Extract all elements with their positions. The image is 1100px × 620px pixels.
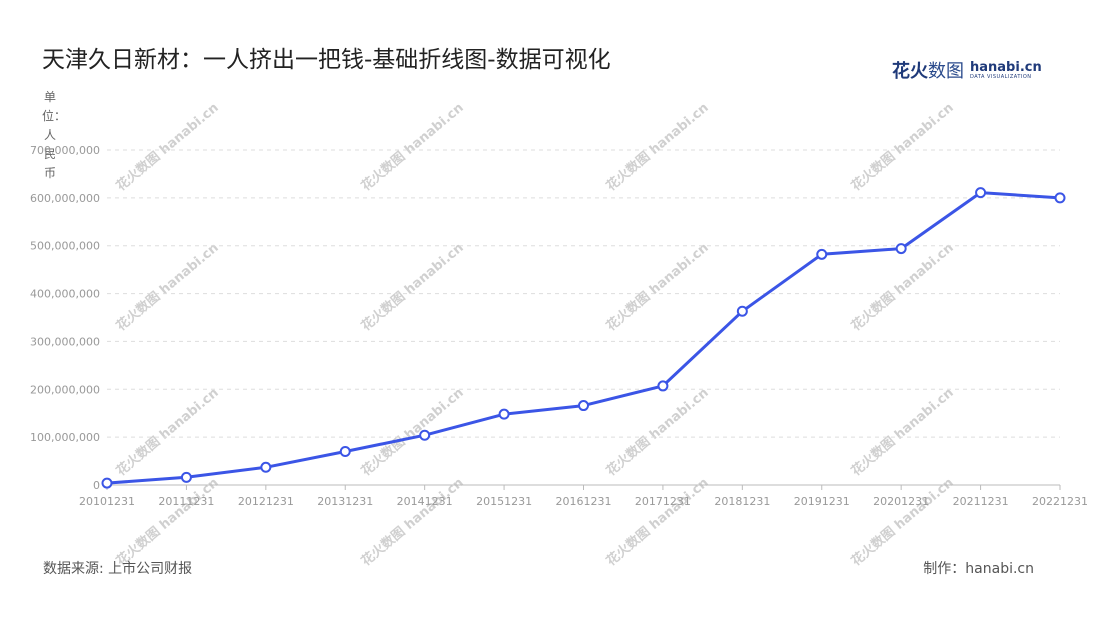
series-line <box>106 191 1061 485</box>
watermark: 花火数图 hanabi.cn <box>358 240 467 335</box>
watermark: 花火数图 hanabi.cn <box>358 100 467 195</box>
x-tick-label: 20111231 <box>158 495 214 508</box>
x-tick-label: 20121231 <box>238 495 294 508</box>
x-tick-label: 20201231 <box>873 495 929 508</box>
watermark: 花火数图 hanabi.cn <box>113 475 222 570</box>
data-point <box>895 243 907 255</box>
data-point <box>260 461 272 473</box>
data-point <box>816 248 828 260</box>
data-point <box>975 187 987 199</box>
data-point <box>736 305 748 317</box>
data-point <box>419 429 431 441</box>
data-point <box>498 408 510 420</box>
x-tick-label: 20221231 <box>1032 495 1088 508</box>
y-tick-label: 200,000,000 <box>30 383 100 396</box>
x-tick-label: 20131231 <box>317 495 373 508</box>
data-source: 数据来源: 上市公司财报 <box>43 561 193 577</box>
chart-title: 天津久日新材：一人挤出一把钱-基础折线图-数据可视化 <box>42 47 611 73</box>
data-point <box>1054 192 1066 204</box>
y-tick-label: 700,000,000 <box>30 144 100 157</box>
y-axis-unit-label: 单位：人民币 <box>42 90 67 180</box>
y-tick-label: 500,000,000 <box>30 240 100 253</box>
y-tick-label: 600,000,000 <box>30 192 100 205</box>
x-tick-label: 20211231 <box>953 495 1009 508</box>
watermark: 花火数图 hanabi.cn <box>848 475 957 570</box>
watermark: 花火数图 hanabi.cn <box>603 475 712 570</box>
logo-en-text: hanabi.cn DATA VISUALIZATION <box>970 59 1042 80</box>
credit: 制作：hanabi.cn <box>923 561 1034 577</box>
x-tick-label: 20141231 <box>397 495 453 508</box>
watermark: 花火数图 hanabi.cn <box>848 100 957 195</box>
data-point <box>339 446 351 457</box>
x-tick-label: 20151231 <box>476 495 532 508</box>
x-tick-label: 20101231 <box>79 495 135 508</box>
logo-cn-text: 花火数图 <box>892 61 964 82</box>
watermark: 花火数图 hanabi.cn <box>603 240 712 335</box>
x-tick-label: 20171231 <box>635 495 691 508</box>
y-tick-label: 100,000,000 <box>30 431 100 444</box>
watermark: 花火数图 hanabi.cn <box>113 385 222 480</box>
watermark: 花火数图 hanabi.cn <box>848 385 957 480</box>
x-tick-label: 20181231 <box>714 495 770 508</box>
watermark: 花火数图 hanabi.cn <box>113 240 222 335</box>
hanabi-logo: 花火数图 hanabi.cn DATA VISUALIZATION <box>892 58 1042 83</box>
y-tick-label: 400,000,000 <box>30 288 100 301</box>
watermark: 花火数图 hanabi.cn <box>603 385 712 480</box>
data-point <box>180 471 192 483</box>
data-point <box>578 400 589 412</box>
watermark: 花火数图 hanabi.cn <box>113 100 222 195</box>
y-tick-label: 0 <box>93 479 100 492</box>
watermark: 花火数图 hanabi.cn <box>358 475 467 570</box>
x-tick-label: 20191231 <box>794 495 850 508</box>
watermark: 花火数图 hanabi.cn <box>603 100 712 195</box>
data-point <box>101 477 113 489</box>
watermark: 花火数图 hanabi.cn <box>358 385 467 480</box>
x-tick-label: 20161231 <box>556 495 612 508</box>
data-point <box>657 380 669 392</box>
y-tick-label: 300,000,000 <box>30 335 100 348</box>
